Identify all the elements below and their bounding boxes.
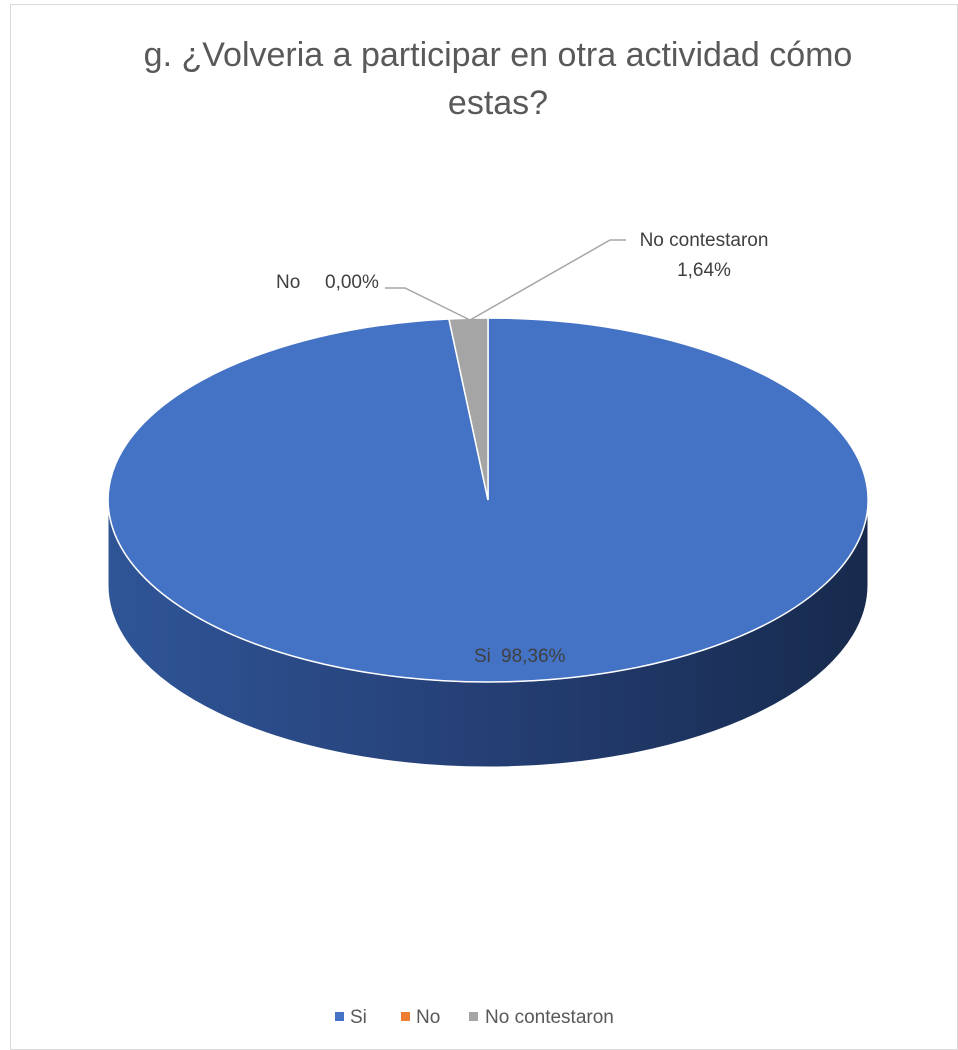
pie-slice-no-contestaron	[447, 317, 489, 501]
chart-title-line-2: estas?	[448, 84, 548, 122]
data-label-no-contestaron-value: 1,64%	[677, 260, 731, 281]
data-label-no-contestaron-category: No contestaron	[640, 230, 769, 251]
data-label-no-category: No	[276, 272, 300, 293]
pie-group	[107, 317, 869, 768]
legend-label-si: Si	[350, 1007, 367, 1028]
data-label-si-category: Si	[474, 646, 491, 667]
data-label-no-value: 0,00%	[325, 272, 379, 293]
legend-swatch-no	[401, 1012, 410, 1021]
legend-swatch-no-contestaron	[469, 1012, 478, 1021]
chart-title-line-1: g. ¿Volveria a participar en otra activi…	[144, 36, 853, 74]
leader-line-no-contestaron	[469, 239, 626, 321]
data-labels: No 0,00% No contestaron 1,64% Si 98,36%	[276, 230, 768, 667]
legend-swatch-si	[335, 1012, 344, 1021]
leader-line-no	[385, 287, 471, 321]
legend: Si No No contestaron	[335, 1007, 614, 1028]
data-label-si-value: 98,36%	[501, 646, 566, 667]
legend-label-no-contestaron: No contestaron	[485, 1007, 614, 1028]
legend-label-no: No	[416, 1007, 440, 1028]
